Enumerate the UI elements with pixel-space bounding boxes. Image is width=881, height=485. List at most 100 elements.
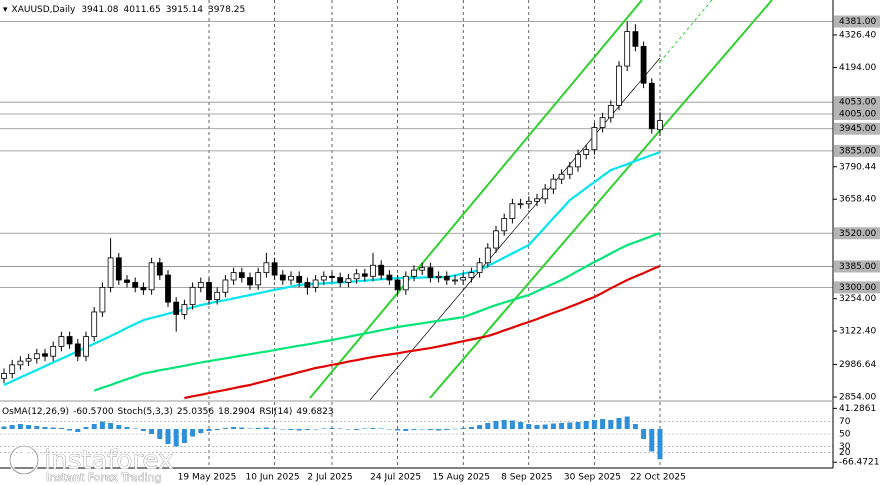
osma-bar <box>42 427 48 429</box>
level-label: 3945.00 <box>839 124 876 134</box>
osma-bar <box>116 425 122 429</box>
osma-bar <box>108 423 114 429</box>
candle-body <box>238 272 245 278</box>
moving-average <box>3 151 661 387</box>
level-label: 3300.00 <box>839 283 876 293</box>
candle-body <box>66 336 73 345</box>
level-box <box>834 281 880 294</box>
candle-body <box>83 336 89 357</box>
candle-body <box>345 278 352 283</box>
osma-bar <box>641 429 647 439</box>
osma-bar <box>190 429 196 437</box>
axis-layer: 19 May 2025 10 Jun 2025 2 Jul 2025 24 Jul 2… <box>178 15 880 483</box>
watermark: instaforex Instant Forex Trading <box>8 444 174 484</box>
candle-body <box>386 274 393 281</box>
osma-bar <box>132 428 138 429</box>
y-tick-label: 3122.40 <box>839 327 876 337</box>
candle-body <box>173 301 180 315</box>
osma-bar <box>83 427 89 429</box>
candle-body <box>33 353 40 360</box>
osma-bar <box>288 429 294 430</box>
osma-bar <box>157 429 163 439</box>
candle-body <box>648 82 655 130</box>
osma-bar <box>149 429 155 434</box>
osma-bar <box>280 429 286 430</box>
x-tick-label: 8 Sep 2025 <box>501 473 552 483</box>
osma-bar <box>501 420 507 429</box>
x-tick-label: 15 Aug 2025 <box>432 473 490 483</box>
candle-body <box>558 173 565 180</box>
y2-tick-label: 50 <box>839 430 851 440</box>
osma-bar <box>444 429 450 430</box>
channel-extension <box>659 0 713 63</box>
candle-body <box>247 277 253 286</box>
candle-body <box>279 274 286 281</box>
logo-outline <box>9 445 39 475</box>
candle-body <box>566 166 573 175</box>
osma-bar <box>214 429 220 430</box>
candle-body <box>132 282 139 288</box>
candle-body <box>460 277 467 281</box>
osma-bar <box>468 427 474 429</box>
candle-body <box>255 272 262 286</box>
channel-line <box>309 0 643 399</box>
osma-bar <box>206 429 212 431</box>
osma-bar <box>140 429 146 431</box>
candle-body <box>616 65 622 106</box>
y-tick-label: 3254.00 <box>839 294 876 304</box>
candle-body <box>402 275 409 291</box>
level-box <box>834 122 880 135</box>
level-label: 3520.00 <box>839 229 876 239</box>
osma-bar <box>509 420 515 429</box>
candle-body <box>476 262 483 274</box>
indicator-readout: -60.5700 <box>73 407 114 417</box>
osma-bar <box>608 420 614 429</box>
level-box <box>834 227 880 240</box>
osma-bar <box>26 425 32 429</box>
logo-mark <box>16 448 32 467</box>
osma-bar <box>526 424 532 429</box>
candle-body <box>534 198 540 202</box>
candle-body <box>591 127 598 151</box>
candle-body <box>148 262 155 291</box>
osma-bar <box>575 422 581 429</box>
candle-body <box>427 267 434 278</box>
candle-body <box>165 274 171 303</box>
y-tick-label: 41.2861 <box>839 404 876 414</box>
candle-body <box>124 279 130 283</box>
candle-body <box>156 262 163 276</box>
y-tick-label: -66.4721 <box>839 458 879 468</box>
level-box <box>834 96 880 109</box>
candle-body <box>443 275 450 281</box>
candle-body <box>197 282 204 288</box>
level-label: 4381.00 <box>839 17 876 27</box>
osma-bar <box>99 421 105 429</box>
indicator-readout: 49.6823 <box>296 407 333 417</box>
candle-body <box>288 275 294 281</box>
indicator-name: RSI(14) <box>259 407 292 417</box>
candle-body <box>263 262 270 274</box>
osma-bar <box>231 427 237 429</box>
indicator-readout: 18.2904 <box>218 407 255 417</box>
candle-body <box>370 264 376 277</box>
osma-bar <box>313 429 319 430</box>
osma-bar <box>403 429 409 431</box>
candle-body <box>1 373 7 379</box>
osma-bar <box>649 429 655 452</box>
y-tick-label: 3658.40 <box>839 195 876 205</box>
osma-bar <box>124 427 130 429</box>
candle-body <box>329 275 335 278</box>
level-label: 4005.00 <box>839 109 876 119</box>
indicator-name: OsMA(12,26,9) <box>2 407 69 417</box>
candle-body <box>452 279 458 282</box>
candle-body <box>657 120 663 131</box>
osma-bar <box>378 428 384 429</box>
high-readout: 4011.65 <box>124 5 161 15</box>
candle-body <box>99 286 106 313</box>
candle-body <box>624 31 631 67</box>
y2-tick-label: 70 <box>839 417 851 427</box>
moving-average <box>93 231 661 392</box>
candle-body <box>468 272 475 278</box>
candle-body <box>493 230 499 249</box>
